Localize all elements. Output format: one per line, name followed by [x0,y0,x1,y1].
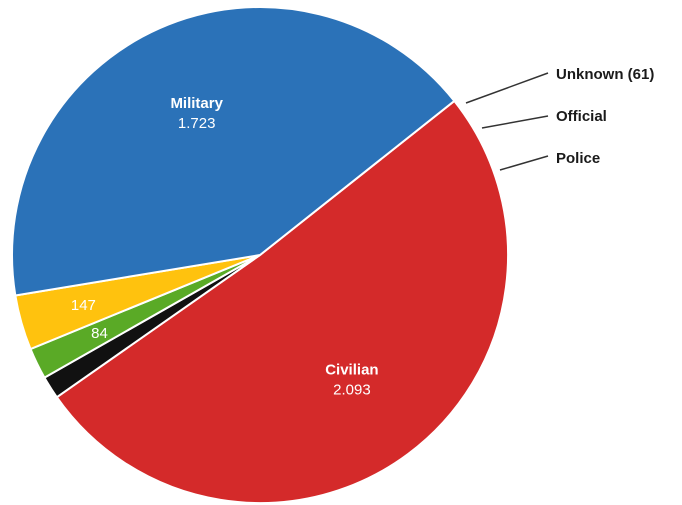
slice-value-civilian: 2.093 [333,381,371,398]
slice-value-official: 84 [91,325,108,342]
pie-slice-military[interactable] [11,6,456,297]
callout-line-police [499,155,549,171]
slice-label-civilian: Civilian [325,361,378,378]
slice-value-military: 1.723 [178,115,216,132]
pie-slice-civilian[interactable] [55,99,510,505]
callout-label-police: Police [556,150,600,167]
pie-slices [11,6,510,505]
callout-label-official: Official [556,108,607,125]
pie-labels: Civilian 2.093 Unknown (61) 84 Official 147 Po… [71,66,654,398]
callout-line-official [481,115,549,129]
slice-value-police: 147 [71,297,96,314]
callout-line-unknown [465,72,549,104]
slice-label-military: Military [170,95,223,112]
callout-label-unknown: Unknown (61) [556,66,654,83]
